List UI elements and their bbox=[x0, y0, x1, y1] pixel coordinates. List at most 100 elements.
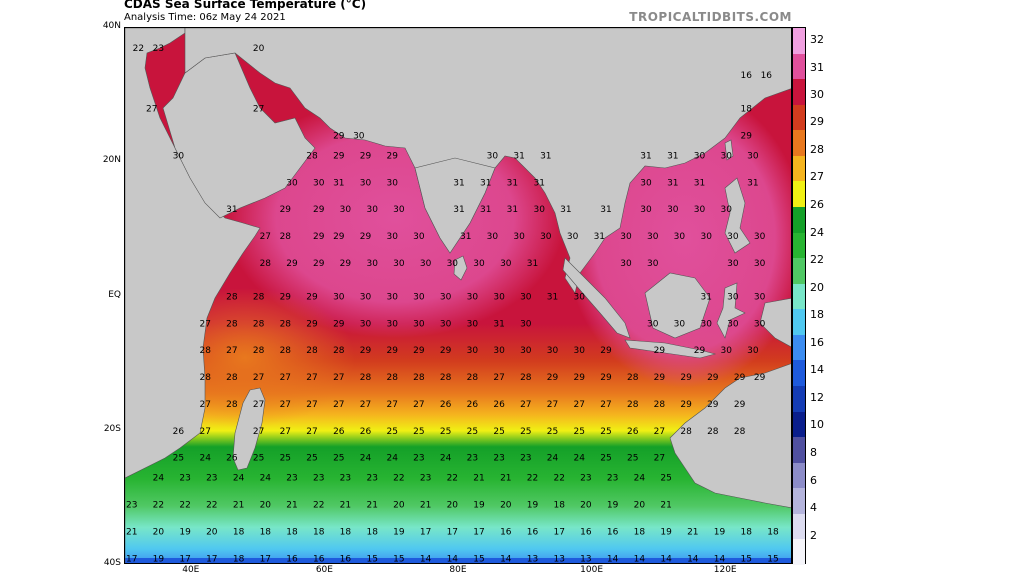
sst-value-label: 19 bbox=[714, 527, 726, 537]
sst-value-label: 23 bbox=[520, 454, 531, 464]
sst-value-label: 29 bbox=[680, 400, 692, 410]
sst-value-label: 28 bbox=[707, 427, 719, 437]
sst-value-label: 29 bbox=[600, 373, 612, 383]
sst-value-label: 16 bbox=[761, 71, 773, 81]
sst-value-label: 13 bbox=[527, 554, 538, 564]
sst-value-label: 30 bbox=[487, 152, 499, 162]
sst-value-label: 27 bbox=[146, 105, 157, 115]
sst-value-label: 25 bbox=[520, 427, 531, 437]
sst-value-label: 22 bbox=[179, 501, 190, 511]
sst-value-label: 16 bbox=[527, 527, 539, 537]
sst-value-label: 14 bbox=[607, 554, 619, 564]
sst-value-label: 28 bbox=[467, 373, 479, 383]
sst-value-label: 25 bbox=[600, 427, 611, 437]
sst-value-label: 29 bbox=[707, 400, 719, 410]
colorbar-tick-label: 27 bbox=[810, 170, 824, 183]
sst-value-label: 24 bbox=[386, 454, 398, 464]
sst-value-label: 31 bbox=[453, 178, 464, 188]
colorbar-tick-label: 22 bbox=[810, 253, 824, 266]
sst-value-label: 29 bbox=[313, 232, 325, 242]
colorbar-segment bbox=[793, 181, 805, 208]
sst-value-label: 28 bbox=[280, 232, 292, 242]
sst-value-label: 27 bbox=[386, 400, 397, 410]
sst-value-label: 30 bbox=[360, 319, 372, 329]
sst-value-label: 31 bbox=[594, 232, 605, 242]
sst-value-label: 23 bbox=[179, 474, 190, 484]
sst-value-label: 27 bbox=[253, 373, 264, 383]
sst-value-label: 30 bbox=[573, 346, 585, 356]
sst-value-label: 25 bbox=[600, 454, 611, 464]
sst-value-label: 14 bbox=[660, 554, 672, 564]
sst-value-label: 24 bbox=[233, 474, 245, 484]
sst-value-label: 28 bbox=[520, 373, 532, 383]
sst-value-label: 24 bbox=[360, 454, 372, 464]
sst-value-label: 27 bbox=[333, 373, 344, 383]
colorbar-segment bbox=[793, 334, 805, 361]
sst-value-label: 30 bbox=[386, 319, 398, 329]
africa-landmass bbox=[125, 28, 261, 563]
sst-value-label: 28 bbox=[680, 427, 692, 437]
sst-value-label: 30 bbox=[754, 232, 766, 242]
sst-value-label: 30 bbox=[573, 293, 585, 303]
sst-value-label: 29 bbox=[707, 373, 719, 383]
colorbar-segment bbox=[793, 539, 805, 566]
sst-value-label: 30 bbox=[393, 259, 405, 269]
analysis-time: Analysis Time: 06z May 24 2021 bbox=[124, 12, 286, 23]
sst-value-label: 21 bbox=[420, 501, 431, 511]
sst-map-canvas: 22 23 20 16 16 27 27 18 29 30 29 30 28 29 29 29 30 31 31 31… bbox=[125, 28, 791, 564]
colorbar-segment bbox=[793, 309, 805, 336]
sst-value-label: 30 bbox=[754, 319, 766, 329]
sst-value-label: 30 bbox=[360, 293, 372, 303]
sst-value-label: 25 bbox=[547, 427, 558, 437]
sst-value-label: 29 bbox=[306, 293, 318, 303]
new-guinea-island bbox=[759, 298, 791, 348]
sst-value-label: 27 bbox=[226, 346, 237, 356]
sst-value-label: 28 bbox=[413, 373, 425, 383]
sst-value-label: 18 bbox=[313, 527, 325, 537]
sst-value-label: 27 bbox=[600, 400, 611, 410]
sst-value-label: 31 bbox=[667, 178, 678, 188]
sst-value-label: 18 bbox=[553, 501, 565, 511]
madagascar-island bbox=[232, 387, 266, 471]
sst-value-label: 20 bbox=[393, 501, 405, 511]
sst-value-label: 17 bbox=[473, 527, 484, 537]
colorbar-segment bbox=[793, 283, 805, 310]
sst-value-label: 30 bbox=[647, 232, 659, 242]
sst-value-label: 29 bbox=[280, 293, 292, 303]
sst-value-label: 31 bbox=[460, 232, 471, 242]
sst-value-label: 30 bbox=[413, 293, 425, 303]
colorbar-segment bbox=[793, 258, 805, 285]
sst-value-label: 30 bbox=[727, 293, 739, 303]
colorbar-tick-label: 16 bbox=[810, 336, 824, 349]
sst-value-label: 25 bbox=[253, 454, 264, 464]
sst-value-label: 30 bbox=[440, 293, 452, 303]
sst-value-label: 30 bbox=[747, 152, 759, 162]
sst-value-label: 29 bbox=[413, 346, 425, 356]
sst-value-label: 31 bbox=[747, 178, 758, 188]
map-title: CDAS Sea Surface Temperature (°C) bbox=[124, 0, 367, 11]
sst-value-label: 19 bbox=[660, 527, 672, 537]
colorbar-tick-label: 20 bbox=[810, 281, 824, 294]
sst-value-label: 19 bbox=[153, 554, 165, 564]
sst-value-label: 22 bbox=[553, 474, 564, 484]
sst-value-label: 31 bbox=[480, 205, 491, 215]
sst-value-label: 23 bbox=[313, 474, 324, 484]
sst-value-label: 30 bbox=[533, 205, 545, 215]
sst-value-label: 28 bbox=[253, 346, 265, 356]
sst-value-label: 23 bbox=[286, 474, 297, 484]
sst-value-label: 24 bbox=[547, 454, 559, 464]
sst-value-label: 31 bbox=[493, 319, 504, 329]
sst-value-label: 21 bbox=[687, 527, 698, 537]
sst-value-label: 29 bbox=[360, 152, 372, 162]
sst-value-label: 25 bbox=[573, 427, 584, 437]
indian-peninsula bbox=[414, 157, 496, 254]
sst-value-label: 18 bbox=[366, 527, 378, 537]
sst-value-label: 24 bbox=[573, 454, 585, 464]
sst-value-label: 14 bbox=[634, 554, 646, 564]
lat-label-40s: 40S bbox=[103, 558, 121, 568]
sst-value-label: 29 bbox=[654, 373, 666, 383]
sst-value-label: 27 bbox=[413, 400, 424, 410]
sst-value-label: 27 bbox=[253, 427, 264, 437]
sst-value-label: 23 bbox=[467, 454, 478, 464]
sst-value-label: 20 bbox=[580, 501, 592, 511]
